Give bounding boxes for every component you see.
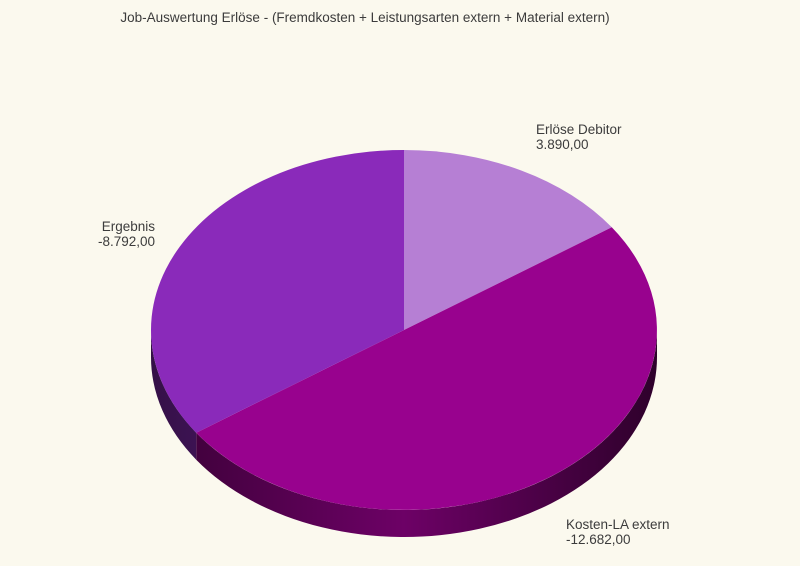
pie-slice-ergebnis — [150, 150, 404, 433]
slice-label-kosten-la-extern: Kosten-LA extern -12.682,00 — [566, 517, 670, 547]
slice-label-name: Kosten-LA extern — [566, 517, 670, 532]
chart-title: Job-Auswertung Erlöse - (Fremdkosten + L… — [120, 10, 610, 25]
slice-label-value: -12.682,00 — [566, 532, 631, 547]
pie-slice-kosten-la-extern — [196, 227, 657, 510]
slice-label-value: 3.890,00 — [536, 137, 589, 152]
pie-slice-erl-se-debitor — [404, 149, 612, 330]
slice-label-value: -8.792,00 — [97, 234, 155, 249]
slice-label-ergebnis: Ergebnis -8.792,00 — [98, 219, 155, 249]
pie-slice-side-kosten-la-extern — [196, 330, 657, 538]
slice-label-erloese-debitor: Erlöse Debitor 3.890,00 — [536, 122, 622, 152]
pie-slice-side-ergebnis — [151, 330, 197, 460]
slice-label-name: Erlöse Debitor — [536, 122, 622, 137]
slice-label-name: Ergebnis — [101, 219, 155, 234]
